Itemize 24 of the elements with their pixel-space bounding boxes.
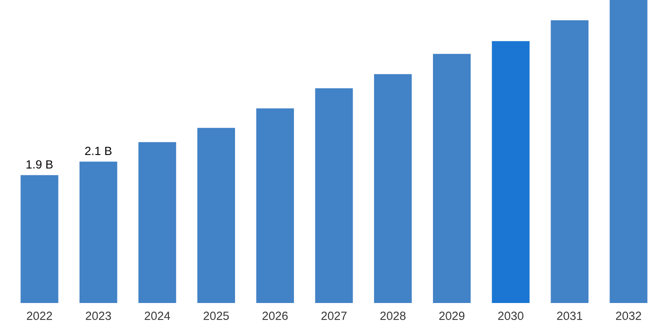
x-tick-label: 2024: [144, 312, 170, 320]
bar: [550, 20, 588, 303]
bar: [610, 0, 648, 303]
bar: [492, 41, 530, 303]
x-tick-label: 2032: [616, 312, 642, 320]
bar: [432, 54, 471, 303]
bar: [138, 142, 176, 303]
x-tick-label: 2027: [321, 312, 347, 320]
bar: [20, 175, 58, 303]
x-tick-label: 2026: [262, 312, 288, 320]
bar: [80, 162, 118, 303]
bar: [197, 128, 236, 303]
x-tick-label: 2023: [86, 312, 111, 320]
x-tick-label: 2029: [439, 312, 464, 320]
x-tick-label: 2022: [26, 312, 52, 320]
x-tick-label: 2028: [380, 312, 406, 320]
x-tick-label: 2030: [498, 312, 524, 320]
data-label: 1.9 B: [26, 160, 53, 169]
x-tick-label: 2025: [204, 312, 229, 320]
x-tick-label: 2031: [557, 312, 582, 320]
bar: [315, 88, 353, 303]
bar: [374, 74, 412, 303]
bar: [256, 108, 294, 303]
data-label: 2.1 B: [85, 146, 112, 155]
